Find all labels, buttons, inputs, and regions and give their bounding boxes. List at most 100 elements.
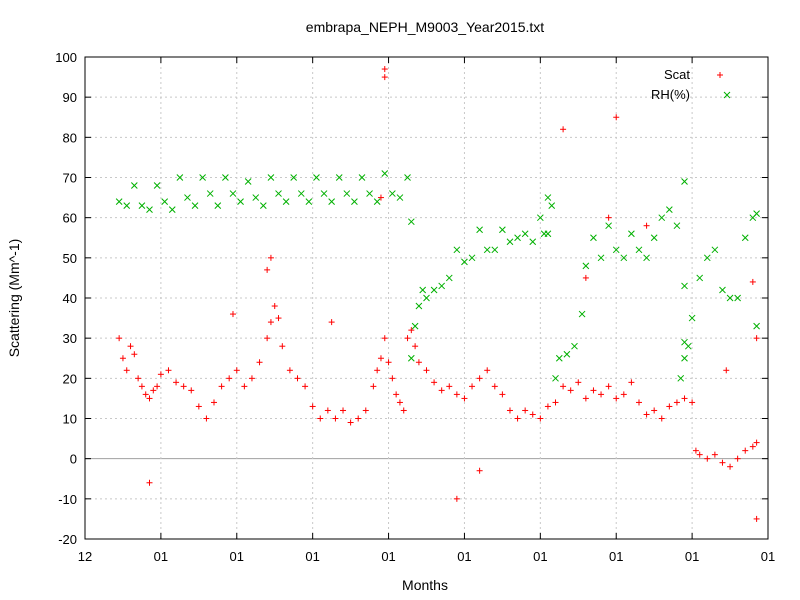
rh-point (237, 198, 244, 205)
cross-b (677, 374, 685, 382)
legend-label: RH(%) (651, 87, 690, 102)
scat-point (400, 407, 407, 414)
scat-point (484, 367, 491, 374)
scat-point (256, 359, 263, 366)
rh-point (407, 218, 415, 226)
rh-point (468, 254, 476, 262)
scat-point (332, 415, 339, 422)
y-tick-label: 70 (63, 171, 77, 186)
rh-point (343, 190, 351, 197)
cross-b (222, 174, 229, 181)
rh-point (673, 222, 681, 230)
rh-point (536, 214, 544, 222)
scat-point (446, 383, 453, 390)
scat-point (723, 367, 730, 374)
rh-point (423, 294, 430, 302)
rh-point (199, 174, 206, 181)
cross-b (358, 174, 366, 181)
scat-point (415, 359, 422, 366)
scat-point (377, 194, 384, 201)
cross-b (320, 190, 328, 197)
scat-point (749, 278, 756, 285)
rh-point (681, 354, 688, 362)
rh-point (726, 294, 734, 302)
scat-point (544, 403, 551, 410)
cross-b (290, 174, 298, 181)
scat-point (453, 495, 460, 502)
x-tick-label: 01 (761, 549, 775, 564)
cross-b (658, 214, 666, 222)
scat-point (727, 463, 734, 470)
x-tick-label: 12 (78, 549, 92, 564)
scat-point (635, 399, 642, 406)
scat-point (116, 335, 123, 342)
rh-point (635, 246, 643, 254)
scat-point (582, 274, 589, 281)
cross-b (643, 254, 650, 262)
y-tick-label: 10 (63, 412, 77, 427)
rh-point (563, 350, 571, 358)
rh-point (305, 198, 313, 205)
cross-b (313, 174, 320, 181)
y-tick-label: -20 (58, 532, 77, 547)
rh-point (381, 170, 389, 177)
scat-point (180, 383, 187, 390)
rh-point (222, 174, 229, 181)
cross-b (419, 286, 427, 294)
cross-b (214, 202, 222, 209)
rh-point (605, 222, 612, 230)
cross-b (404, 174, 411, 181)
rh-point (548, 202, 556, 209)
scat-point (377, 355, 384, 362)
cross-b (741, 234, 749, 242)
scat-point (218, 383, 225, 390)
scat-point (719, 459, 726, 466)
cross-b (335, 174, 343, 181)
rh-point (506, 238, 514, 246)
rh-point (351, 198, 358, 205)
cross-b (275, 190, 282, 197)
scat-point (453, 391, 460, 398)
rh-point (703, 254, 711, 262)
scat-point (742, 447, 749, 454)
scat-point (138, 383, 145, 390)
y-tick-label: 20 (63, 371, 77, 386)
cross-b (734, 294, 741, 302)
y-tick-label: 100 (55, 50, 77, 65)
cross-b (407, 218, 415, 226)
rh-point (628, 230, 635, 238)
rh-point (184, 194, 191, 201)
x-tick-label: 01 (230, 549, 244, 564)
scat-point (150, 387, 157, 394)
scat-point (347, 419, 354, 426)
cross-b (415, 302, 423, 310)
rh-point (388, 190, 396, 197)
cross-b (753, 210, 760, 218)
scat-point (328, 319, 335, 326)
scat-point (173, 379, 180, 386)
scat-point (294, 375, 301, 382)
scat-point (476, 375, 483, 382)
scat-point (355, 415, 362, 422)
cross-b (191, 202, 199, 209)
rh-point (711, 246, 719, 254)
cross-b (206, 190, 214, 197)
scat-point (267, 254, 274, 261)
scat-point (123, 367, 130, 374)
scat-point (499, 391, 506, 398)
x-tick-label: 01 (381, 549, 395, 564)
cross-b (430, 286, 438, 294)
scat-point (613, 114, 620, 121)
scat-point (749, 443, 756, 450)
cross-b (130, 182, 138, 189)
rh-point (313, 174, 320, 181)
rh-point (499, 226, 506, 234)
series-scat (116, 66, 760, 522)
cross-b (351, 198, 358, 205)
cross-b (388, 190, 396, 197)
cross-b (237, 198, 244, 205)
cross-b (544, 230, 552, 238)
scat-point (203, 415, 210, 422)
cross-b (665, 206, 673, 213)
